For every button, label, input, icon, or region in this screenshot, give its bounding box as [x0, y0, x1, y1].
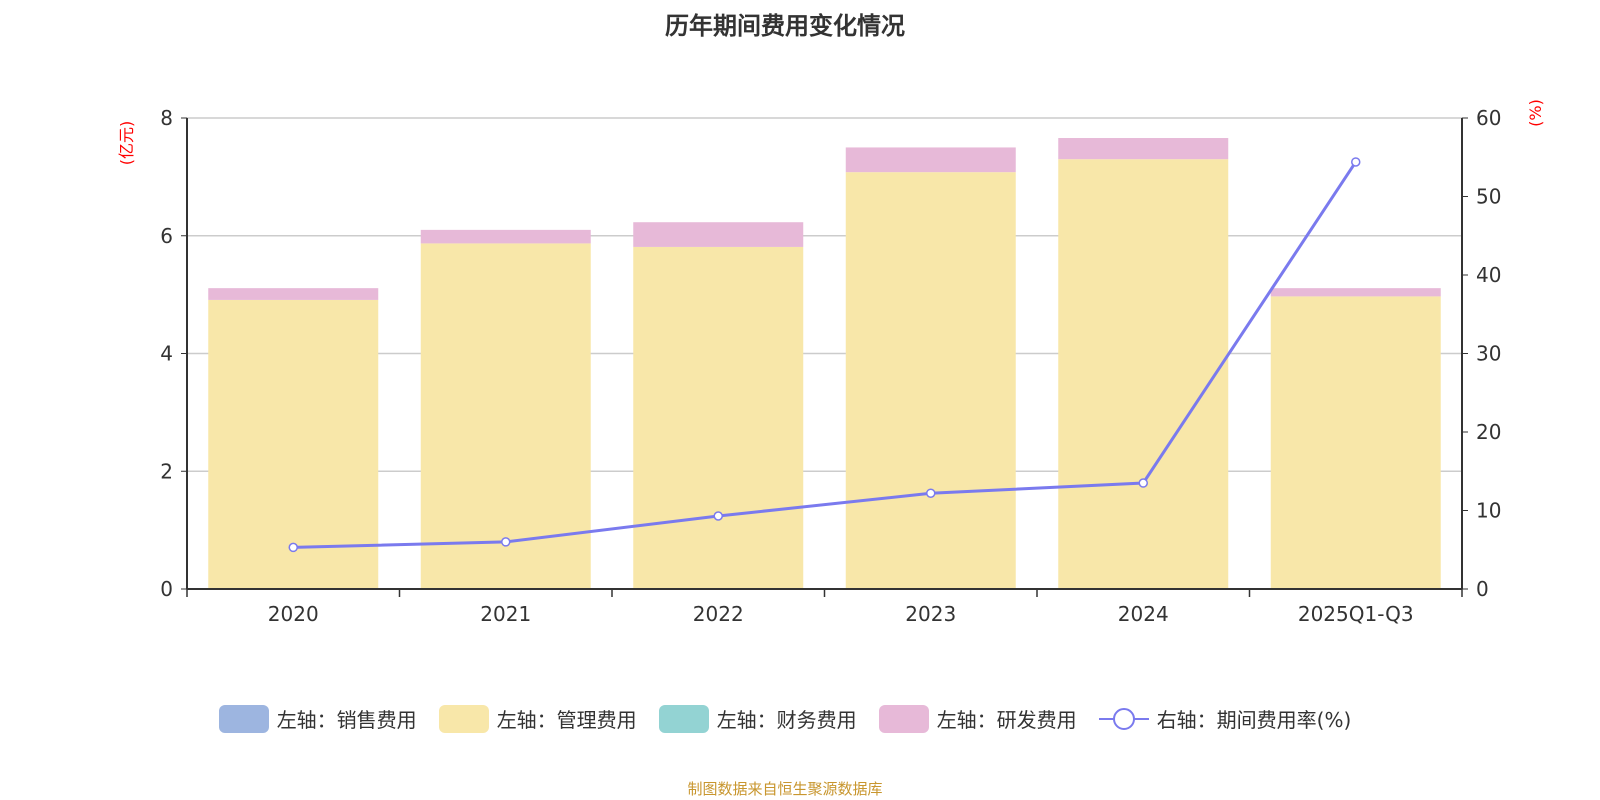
bar-左轴：研发费用 — [1058, 138, 1229, 160]
right-axis-label: (%) — [1526, 99, 1545, 127]
right-tick-label: 40 — [1476, 263, 1501, 287]
right-tick-label: 0 — [1476, 577, 1489, 601]
chart-title: 历年期间费用变化情况 — [665, 12, 905, 40]
line-point — [1138, 478, 1148, 488]
bar-左轴：研发费用 — [845, 147, 1016, 173]
legend: 左轴：销售费用 左轴：管理费用 左轴：财务费用 左轴：研发费用 右轴：期间费用率(%) — [0, 704, 1570, 733]
legend-line-icon — [1098, 707, 1149, 730]
x-tick-label: 2022 — [693, 602, 744, 626]
bar-左轴：管理费用 — [1058, 159, 1229, 589]
bar-左轴：管理费用 — [208, 299, 379, 589]
line-point — [501, 537, 511, 547]
bar-左轴：管理费用 — [633, 246, 804, 589]
right-tick-label: 10 — [1476, 499, 1501, 523]
legend-item[interactable]: 右轴：期间费用率(%) — [1098, 704, 1352, 733]
right-tick-label: 30 — [1476, 342, 1501, 366]
x-tick-label: 2024 — [1118, 602, 1169, 626]
bar-左轴：管理费用 — [420, 243, 591, 589]
left-tick-label: 8 — [160, 106, 173, 130]
legend-item[interactable]: 左轴：管理费用 — [438, 704, 637, 733]
legend-label: 左轴：财务费用 — [716, 708, 857, 732]
left-tick-label: 6 — [160, 224, 173, 248]
x-tick-label: 2021 — [480, 602, 531, 626]
bar-左轴：研发费用 — [633, 222, 804, 247]
line-point — [288, 542, 298, 553]
legend-swatch — [218, 704, 269, 733]
left-tick-label: 2 — [160, 459, 173, 483]
right-tick-label: 50 — [1476, 185, 1501, 209]
legend-item[interactable]: 左轴：销售费用 — [218, 704, 417, 733]
legend-label: 左轴：销售费用 — [276, 708, 417, 732]
x-tick-label: 2020 — [268, 602, 319, 626]
legend-item[interactable]: 左轴：财务费用 — [658, 704, 857, 733]
left-tick-label: 0 — [160, 577, 173, 601]
bar-左轴：研发费用 — [1270, 288, 1441, 297]
legend-swatch — [878, 704, 929, 733]
line-point — [926, 488, 936, 498]
legend-item[interactable]: 左轴：研发费用 — [878, 704, 1077, 733]
left-tick-label: 4 — [160, 342, 173, 366]
line-series — [293, 161, 1358, 549]
bar-左轴：管理费用 — [1270, 296, 1441, 589]
legend-label: 右轴：期间费用率(%) — [1156, 708, 1352, 732]
source-note: 制图数据来自恒生聚源数据库 — [687, 780, 883, 798]
legend-swatch — [438, 704, 489, 733]
line-point — [1351, 157, 1361, 167]
legend-swatch — [658, 704, 709, 733]
right-tick-label: 60 — [1476, 106, 1501, 130]
right-tick-label: 20 — [1476, 420, 1501, 444]
left-axis-label: (亿元) — [117, 121, 136, 166]
legend-label: 左轴：研发费用 — [936, 708, 1077, 732]
bar-左轴：研发费用 — [420, 229, 591, 244]
bar-左轴：研发费用 — [208, 288, 379, 300]
line-point — [713, 511, 723, 521]
x-tick-label: 2025Q1-Q3 — [1298, 602, 1414, 626]
bar-左轴：管理费用 — [845, 172, 1016, 590]
legend-label: 左轴：管理费用 — [496, 708, 637, 732]
x-tick-label: 2023 — [905, 602, 956, 626]
